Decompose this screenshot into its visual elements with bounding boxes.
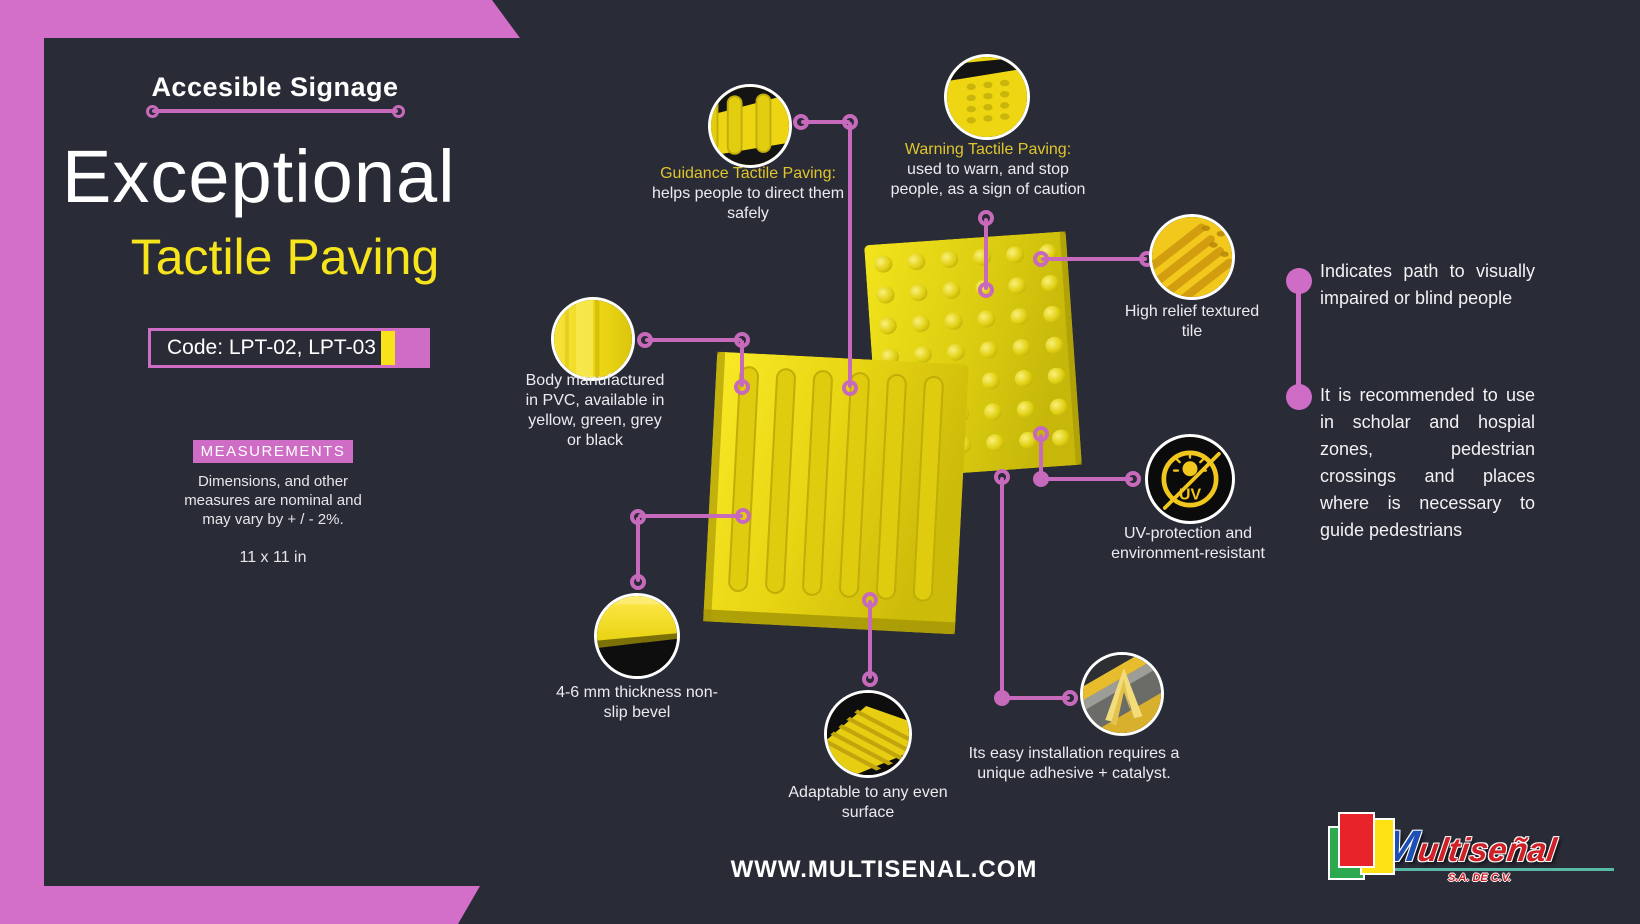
kicker-title: Accesible Signage [151,72,399,102]
benefit-text-2: It is recommended to use in scholar and … [1320,385,1535,540]
body-pvc-line-v [740,340,744,387]
benefit-bullet-2 [1286,384,1312,410]
warning-photo-circle [944,54,1030,140]
callout-caption-high-relief: High relief textured tile [1124,303,1260,340]
adaptable-line-v [868,600,872,679]
thickness-photo-circle [594,593,680,679]
thickness-line-h [638,514,743,518]
body-pvc-photo [554,300,632,378]
guidance-caption-highlight: Guidance Tactile Paving: [660,165,836,182]
guidance-caption-text: helps people to direct them safely [651,185,845,222]
kicker-underline [152,109,398,113]
callout-caption-warning: Warning Tactile Paving: used to warn, an… [888,140,1088,200]
uv-protection-badge: UV [1145,434,1235,524]
high-relief-line-dot-a [1033,251,1049,267]
product-code: Code: LPT-02, LPT-03 [167,336,376,359]
adaptable-line-dot-b [862,671,878,687]
logo-red-square [1338,812,1375,868]
uv-line-dot-a [1033,426,1049,442]
guidance-photo-circle [708,84,792,168]
warning-line-dot-a [978,210,994,226]
frame-left-band [0,0,44,924]
page-subtitle: Tactile Paving [130,229,440,285]
installation-photo-circle [1080,652,1164,736]
measurements-note: Dimensions, and other measures are nomin… [184,473,362,528]
adaptable-photo-circle [824,690,912,778]
installation-line-dot-a [994,469,1010,485]
warning-line-dot-b [978,282,994,298]
frame-bottom-band [0,886,480,924]
installation-line-junction [994,690,1010,706]
code-box-yellow-stripe [381,331,395,365]
uv-icon: UV [1161,450,1221,510]
product-code-box: Code: LPT-02, LPT-03 [148,328,430,368]
body-pvc-line-dot-b [734,332,750,348]
guidance-tile-product [703,351,969,635]
logo-subtext: S.A. DE C.V. [1448,872,1512,884]
uv-line-junction [1033,471,1049,487]
thickness-line-dot-c [630,574,646,590]
page-title: Exceptional [62,135,456,218]
warning-caption-highlight: Warning Tactile Paving: [904,141,1072,158]
high-relief-line-h [1041,257,1147,261]
body-pvc-photo-circle [551,297,635,381]
uv-icon-label: UV [1179,487,1201,504]
code-box-pink-cap [395,331,427,365]
warning-photo [947,57,1027,137]
callout-caption-adaptable: Adaptable to any even surface [788,784,948,821]
measurements-badge: MEASUREMENTS [192,440,354,463]
high-relief-photo-circle [1149,214,1235,300]
kicker-underline-right-dot [392,105,405,118]
callout-caption-thickness: 4-6 mm thickness non-slip bevel [556,684,718,721]
thickness-line-dot-b [630,509,646,525]
callout-caption-guidance: Guidance Tactile Paving: helps people to… [650,164,846,224]
warning-line-v [984,218,988,290]
website-url: WWW.MULTISENAL.COM [730,856,1038,883]
installation-line-v [1000,477,1004,698]
guidance-tile-art [703,351,969,635]
uv-line-v [1039,434,1043,479]
adaptable-line-dot-a [862,592,878,608]
adaptable-photo [827,693,909,775]
guidance-line-dot-a [793,114,809,130]
guidance-line-dot-c [842,380,858,396]
guidance-line-h [801,120,850,124]
thickness-line-v [636,517,640,582]
company-logo: Multiseñal S.A. DE C.V. [1322,806,1622,888]
logo-wordmark: Multiseñal [1378,822,1560,872]
kicker-underline-left-dot [146,105,159,118]
installation-line-dot-b [1062,690,1078,706]
logo-wordmark-rest: ultiseñal [1415,831,1560,868]
measurements-badge-wrap: MEASUREMENTS [140,440,406,463]
guidance-line-v [848,122,852,388]
benefit-text-1: Indicates path to visually impaired or b… [1320,261,1535,308]
callout-caption-body-pvc: Body manufactured in PVC, available in y… [525,372,665,449]
high-relief-photo [1152,217,1232,297]
benefit-connector [1296,281,1301,397]
frame-top-band [0,0,520,38]
measurements-size: 11 x 11 in [239,549,307,566]
guidance-photo [711,87,789,165]
callout-caption-uv: UV-protection and environment-resistant [1111,525,1265,562]
benefit-bullet-1 [1286,268,1312,294]
body-pvc-line-dot-a [637,332,653,348]
installation-line-h [1002,696,1070,700]
logo-underline [1392,868,1614,871]
guidance-line-dot-b [842,114,858,130]
warning-caption-text: used to warn, and stop people, as a sign… [890,161,1086,198]
body-pvc-line-h [645,338,742,342]
uv-line-h [1041,477,1133,481]
callout-caption-installation: Its easy installation requires a unique … [968,745,1180,782]
installation-photo [1083,655,1161,733]
thickness-line-dot-a [735,508,751,524]
thickness-photo [597,596,677,676]
body-pvc-line-dot-c [734,379,750,395]
uv-line-dot-b [1125,471,1141,487]
